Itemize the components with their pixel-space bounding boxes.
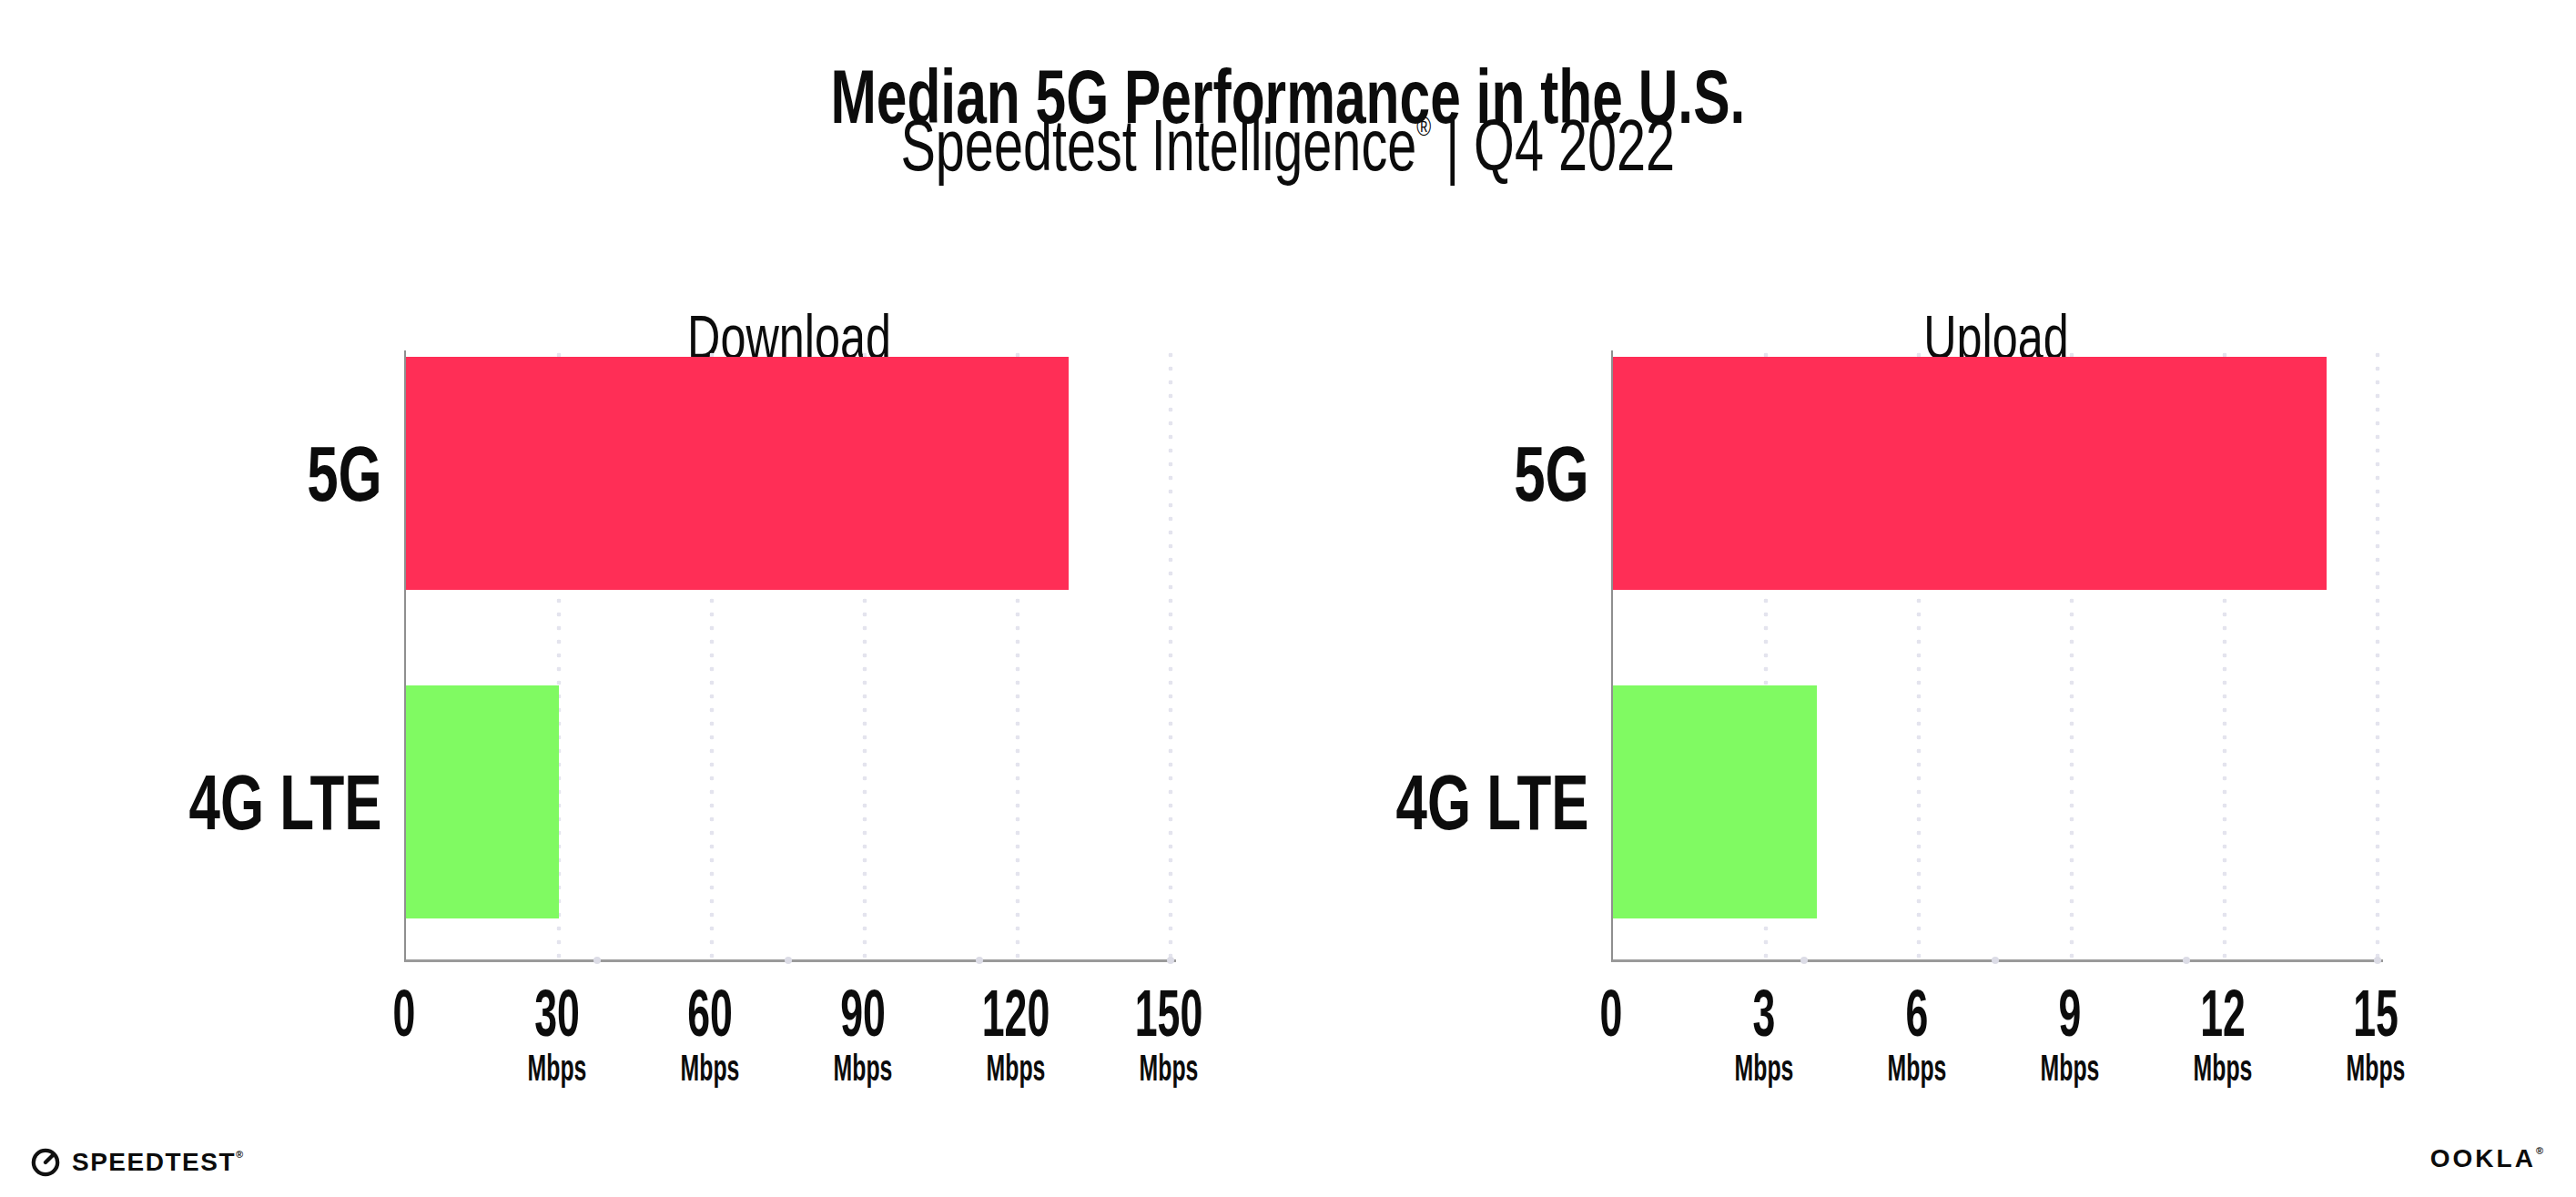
x-tick-value: 15 — [2347, 981, 2406, 1045]
x-tick-unit: Mbps — [1888, 1047, 1947, 1089]
axis-dot — [593, 957, 601, 964]
x-tick-3: 3Mbps — [1735, 981, 1794, 1089]
x-tick-value: 150 — [1135, 981, 1202, 1045]
x-tick-90: 90Mbps — [834, 981, 893, 1089]
bar-upload-5g — [1613, 357, 2327, 590]
axis-dot — [1800, 957, 1808, 964]
x-tick-12: 12Mbps — [2194, 981, 2253, 1089]
x-tick-unit: Mbps — [1735, 1047, 1794, 1089]
axis-dot — [2183, 957, 2190, 964]
speedtest-logo: SPEEDTEST® — [31, 1148, 243, 1177]
x-tick-0: 0 — [1600, 981, 1623, 1045]
category-label-4g-lte: 4G LTE — [189, 763, 382, 841]
category-label-4g-lte: 4G LTE — [1396, 763, 1589, 841]
axis-dot — [976, 957, 983, 964]
x-tick-120: 120Mbps — [982, 981, 1050, 1089]
ookla-registered-mark: ® — [2536, 1145, 2543, 1156]
x-tick-6: 6Mbps — [1888, 981, 1947, 1089]
page-subtitle-text: Speedtest Intelligence® | Q4 2022 — [901, 87, 1676, 185]
speedtest-wordmark-text: SPEEDTEST — [72, 1148, 236, 1176]
x-tick-30: 30Mbps — [528, 981, 587, 1089]
category-label-5g: 5G — [1514, 434, 1589, 512]
bar-upload-4g-lte — [1613, 685, 1817, 918]
x-tick-value: 60 — [681, 981, 740, 1045]
bar-download-5g — [406, 357, 1069, 590]
x-tick-unit: Mbps — [982, 1047, 1050, 1089]
x-tick-value: 0 — [393, 981, 416, 1045]
axis-dot — [1167, 957, 1174, 964]
gridline-150 — [1168, 350, 1173, 959]
registered-mark: ® — [1416, 111, 1431, 141]
axis-dot — [2374, 957, 2381, 964]
speedtest-wordmark: SPEEDTEST® — [72, 1148, 243, 1177]
x-tick-unit: Mbps — [681, 1047, 740, 1089]
x-tick-value: 30 — [528, 981, 587, 1045]
x-tick-150: 150Mbps — [1135, 981, 1202, 1089]
gridline-15 — [2375, 350, 2380, 959]
x-tick-value: 90 — [834, 981, 893, 1045]
x-tick-0: 0 — [393, 981, 416, 1045]
x-tick-value: 120 — [982, 981, 1050, 1045]
x-tick-unit: Mbps — [1135, 1047, 1202, 1089]
x-tick-value: 12 — [2194, 981, 2253, 1045]
x-tick-9: 9Mbps — [2041, 981, 2100, 1089]
axis-dot — [1992, 957, 1999, 964]
x-tick-value: 0 — [1600, 981, 1623, 1045]
subtitle-period: | Q4 2022 — [1431, 105, 1675, 186]
ookla-logo: OOKLA® — [2430, 1144, 2543, 1173]
upload-plot-area: 5G4G LTE — [1611, 350, 2383, 962]
gauge-icon — [31, 1148, 60, 1177]
x-tick-unit: Mbps — [834, 1047, 893, 1089]
x-tick-60: 60Mbps — [681, 981, 740, 1089]
x-tick-value: 9 — [2041, 981, 2100, 1045]
speedtest-registered-mark: ® — [236, 1149, 243, 1160]
upload-x-axis: 03Mbps6Mbps9Mbps12Mbps15Mbps — [1611, 981, 2381, 1109]
x-tick-unit: Mbps — [2041, 1047, 2100, 1089]
ookla-wordmark-text: OOKLA — [2430, 1144, 2536, 1172]
download-plot-area: 5G4G LTE — [404, 350, 1176, 962]
download-x-axis: 030Mbps60Mbps90Mbps120Mbps150Mbps — [404, 981, 1174, 1109]
category-label-5g: 5G — [307, 434, 382, 512]
bar-download-4g-lte — [406, 685, 559, 918]
x-tick-unit: Mbps — [2194, 1047, 2253, 1089]
subtitle-brand: Speedtest Intelligence — [901, 105, 1417, 186]
x-tick-value: 3 — [1735, 981, 1794, 1045]
axis-dot — [785, 957, 792, 964]
page-subtitle: Speedtest Intelligence® | Q4 2022 — [0, 87, 2576, 185]
x-tick-value: 6 — [1888, 981, 1947, 1045]
x-tick-unit: Mbps — [528, 1047, 587, 1089]
x-tick-15: 15Mbps — [2347, 981, 2406, 1089]
x-tick-unit: Mbps — [2347, 1047, 2406, 1089]
